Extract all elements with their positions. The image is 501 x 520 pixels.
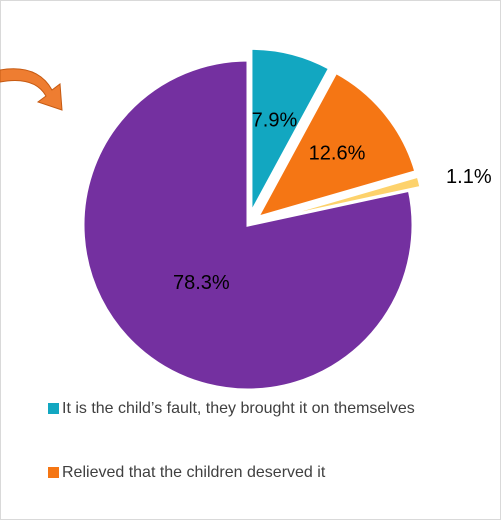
pie-slice-label-2: 1.1% — [446, 166, 492, 188]
pie-slice-2 — [259, 174, 423, 224]
legend-entry-relieved: Relieved that the children deserved it — [48, 462, 468, 484]
legend-label-childs-fault: It is the child’s fault, they brought it… — [62, 400, 415, 417]
legend-label-relieved: Relieved that the children deserved it — [62, 464, 326, 481]
pie-slice-label-0: 7.9% — [252, 110, 298, 132]
pie-slice-1 — [254, 70, 418, 220]
curved-arrow-icon — [0, 68, 63, 111]
pie-slice-3 — [81, 58, 415, 392]
pie-slice-0 — [249, 46, 332, 215]
legend-swatch-relieved — [48, 467, 59, 478]
legend-swatch-childs-fault — [48, 403, 59, 414]
pie-slice-label-3: 78.3% — [173, 272, 230, 294]
pie-slice-label-1: 12.6% — [309, 142, 366, 164]
curved-arrow-annotation — [0, 68, 63, 111]
legend-entry-childs-fault: It is the child’s fault, they brought it… — [48, 398, 468, 420]
